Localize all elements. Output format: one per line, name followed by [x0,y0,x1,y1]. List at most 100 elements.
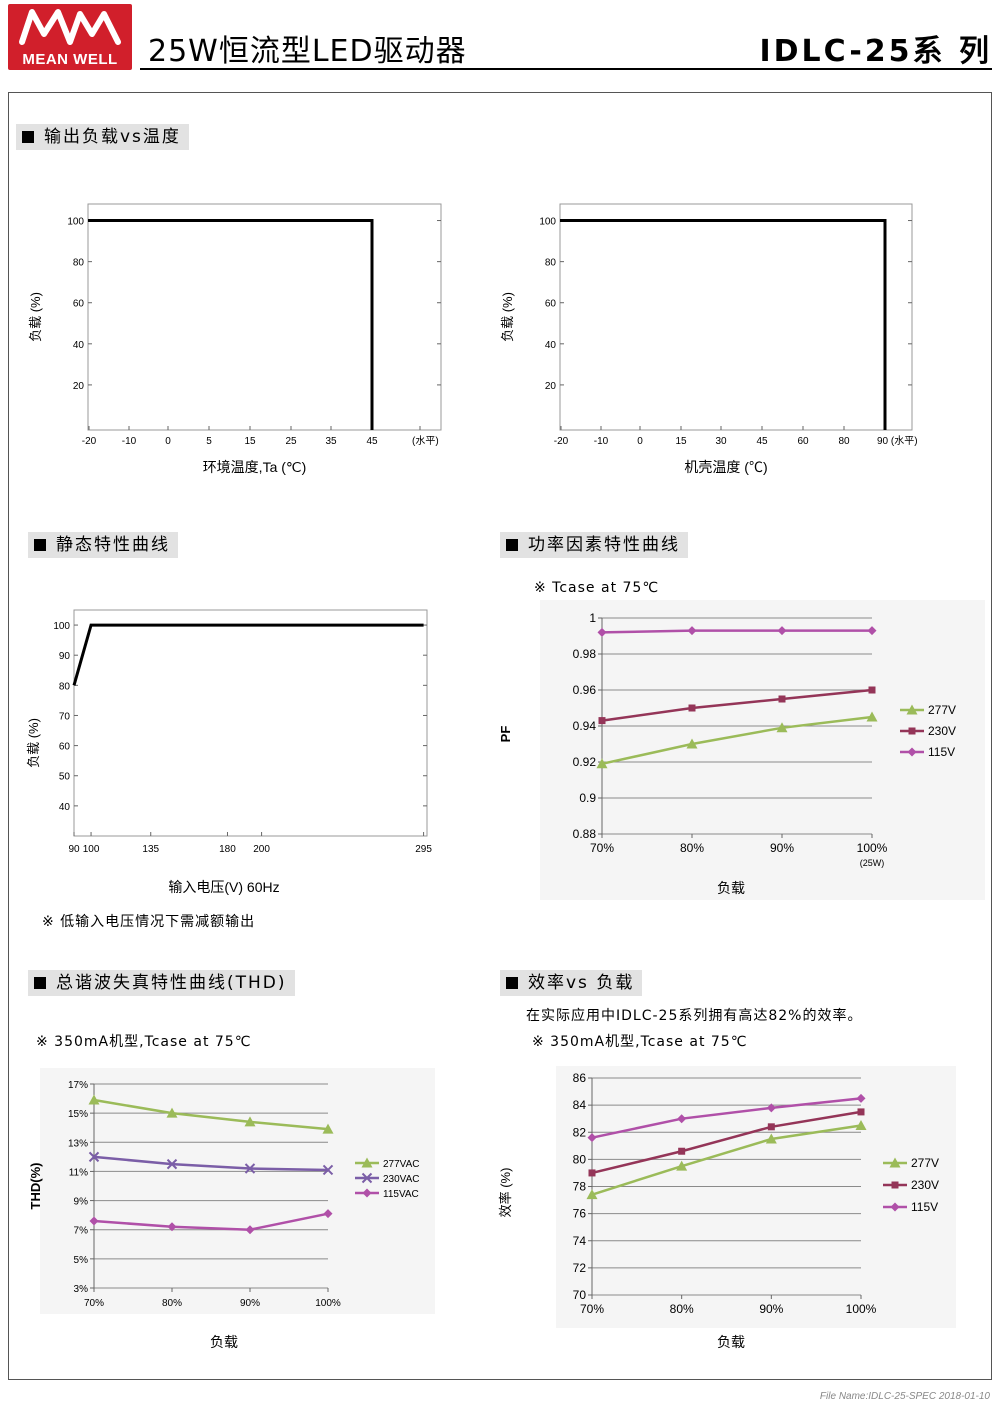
y-axis-label: PF [498,726,513,743]
x-tick-label: 90 (水平) [877,435,918,447]
data-point-115VAC [323,1209,333,1219]
x-axis-label: 负载 [210,1334,238,1350]
y-tick-label: 20 [545,381,557,392]
data-point-230VAC [88,1151,100,1163]
x-tick-label: 70% [580,1302,604,1316]
data-point-230VAC [244,1163,256,1174]
data-point-277V [855,1119,867,1130]
x-axis-label: 环境温度,Ta (℃) [203,459,307,475]
series-line-115V [601,629,872,634]
y-axis-label: 负载 (%) [28,292,43,342]
data-point-115V [587,1133,597,1143]
x-tick-label: 45 [756,436,768,447]
section-heading-pf: 功率因素特性曲线 [500,532,688,558]
section-heading-static: 静态特性曲线 [28,532,178,558]
legend-label-115VAC: 115VAC [383,1189,419,1200]
y-tick-label: 80 [73,258,85,269]
y-tick-label: 100 [67,217,84,228]
y-tick-label: 40 [59,802,71,813]
data-point-230V [778,695,786,703]
series-line-230V [591,1110,862,1175]
data-point-277V [776,722,788,733]
y-tick-label: 20 [73,381,85,392]
header-divider [140,68,992,70]
y-tick-label: 74 [573,1234,587,1248]
data-point-115V [687,626,697,636]
legend-marker-230V [908,727,916,735]
section-heading-thd: 总谐波失真特性曲线(THD) [28,970,295,996]
y-tick-label: 0.92 [573,755,597,769]
y-tick-label: 40 [73,340,85,351]
data-point-230VAC [166,1158,178,1170]
data-point-277VAC [322,1123,334,1134]
x-tick-label: 80% [670,1302,694,1316]
data-point-230V [868,686,876,694]
data-point-230VAC [322,1164,334,1176]
y-tick-label: 80 [545,258,557,269]
x-tick-label: 100% [315,1298,341,1309]
plot-background [540,600,985,900]
y-tick-label: 0.88 [573,827,597,841]
y-tick-label: 50 [59,772,71,783]
efficiency-note: ※ 350mA机型,Tcase at 75℃ [532,1034,748,1050]
data-point-115V [677,1114,687,1124]
y-tick-label: 60 [59,742,71,753]
series-line-115V [591,1097,862,1139]
legend-label-115V: 115V [911,1200,938,1214]
data-point-277VAC [166,1107,178,1118]
y-tick-label: 15% [68,1109,88,1120]
y-tick-label: 86 [573,1071,587,1085]
data-point-230V [678,1147,686,1155]
x-tick-label: 35 [325,436,337,447]
legend-marker-277V [889,1157,901,1168]
legend-marker-277V [906,704,918,715]
x-tick-label: (水平) [412,435,439,447]
data-point-115V [597,627,607,637]
x-tick-label: 200 [253,844,270,855]
y-axis-label: 效率 (%) [498,1168,513,1218]
y-tick-label: 0.94 [573,719,597,733]
y-axis-label: 负载 (%) [26,718,41,768]
bullet-square-icon [34,539,46,551]
derating-curve [560,219,887,430]
y-tick-label: 80 [573,1152,587,1166]
efficiency-description: 在实际应用中IDLC-25系列拥有高达82%的效率。 [526,1008,863,1024]
legend-label-277VAC: 277VAC [383,1159,420,1170]
y-tick-label: 76 [573,1207,587,1221]
plot-frame [559,203,913,431]
y-tick-label: 11% [69,1167,88,1178]
y-tick-label: 100 [539,217,556,228]
data-point-230V [688,704,696,712]
x-axis-label: 负载 [717,1334,745,1350]
x-axis-label: 负载 [717,880,745,896]
y-tick-label: 84 [573,1098,587,1112]
x-tick-label: 15 [675,436,687,447]
data-point-115VAC [167,1222,177,1232]
y-tick-label: 100 [53,621,70,632]
x-tick-label: 80% [162,1298,182,1309]
section-heading-derating: 输出负载vs温度 [16,124,189,150]
legend-marker-115V [890,1202,900,1212]
bullet-square-icon [506,977,518,989]
bullet-square-icon [34,977,46,989]
data-point-277VAC [88,1094,100,1105]
y-tick-label: 78 [573,1180,587,1194]
y-tick-label: 60 [545,299,557,310]
x-tick-label: 135 [142,844,159,855]
section-title: 总谐波失真特性曲线(THD) [56,973,287,993]
y-tick-label: 80 [59,681,71,692]
y-tick-label: 70 [59,711,71,722]
data-point-277V [596,758,608,769]
content-frame [8,92,992,1380]
x-tick-label: -10 [122,436,137,447]
data-point-230V [598,717,606,725]
x-tick-label: 80% [680,841,704,855]
mean-well-logo: MEAN WELL [8,4,132,70]
x-axis-label: 输入电压(V) 60Hz [168,879,279,895]
y-tick-label: 82 [573,1125,587,1139]
x-tick-label: 5 [206,436,212,447]
bullet-square-icon [506,539,518,551]
y-tick-label: 9% [74,1197,89,1208]
legend-marker-277VAC [361,1157,373,1168]
section-title: 静态特性曲线 [56,535,170,555]
